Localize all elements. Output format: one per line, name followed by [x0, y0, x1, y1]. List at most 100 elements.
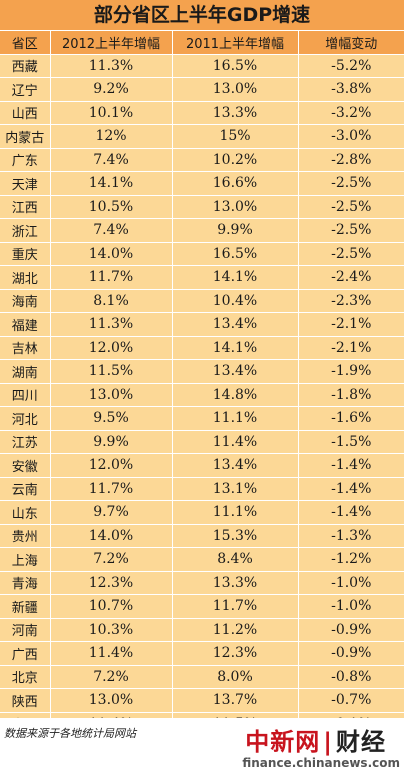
table-row: 四川 13.0% 14.8% -1.8% — [0, 383, 404, 407]
cell-region: 四川 — [0, 383, 51, 407]
cell-region: 广西 — [0, 641, 51, 666]
cell-2012-growth: 13.0% — [50, 383, 173, 407]
cell-2011-growth: 11.1% — [172, 406, 299, 431]
cell-2011-growth: 11.7% — [172, 594, 299, 619]
table-row: 天津 14.1% 16.6% -2.5% — [0, 171, 404, 196]
site-domain: finance.chinanews.com — [242, 756, 400, 770]
cell-2012-growth: 12.3% — [50, 571, 173, 595]
cell-growth-change: -0.9% — [298, 618, 404, 642]
cell-region: 云南 — [0, 477, 51, 501]
gdp-table: 省区 2012上半年增幅 2011上半年增幅 增幅变动 西藏 11.3% 16.5%… — [0, 31, 404, 736]
cell-growth-change: -2.1% — [298, 312, 404, 337]
cell-2012-growth: 7.2% — [50, 665, 173, 689]
table-row: 江苏 9.9% 11.4% -1.5% — [0, 430, 404, 454]
cell-growth-change: -1.9% — [298, 359, 404, 384]
cell-region: 湖南 — [0, 359, 51, 384]
cell-2011-growth: 16.6% — [172, 171, 299, 196]
table-body: 西藏 11.3% 16.5% -5.2% 辽宁 9.2% 13.0% -3.8% 山西 10.1%… — [0, 54, 404, 736]
cell-2012-growth: 7.4% — [50, 218, 173, 243]
cell-2011-growth: 8.0% — [172, 665, 299, 689]
table-row: 湖南 11.5% 13.4% -1.9% — [0, 359, 404, 384]
table-row: 安徽 12.0% 13.4% -1.4% — [0, 453, 404, 478]
cell-2011-growth: 14.1% — [172, 336, 299, 360]
cell-2012-growth: 11.7% — [50, 265, 173, 290]
col-header-region: 省区 — [0, 31, 51, 55]
cell-2012-growth: 11.5% — [50, 359, 173, 384]
cell-2011-growth: 12.3% — [172, 641, 299, 666]
table-row: 福建 11.3% 13.4% -2.1% — [0, 312, 404, 337]
cell-2012-growth: 14.1% — [50, 171, 173, 196]
cell-growth-change: -5.2% — [298, 54, 404, 78]
cell-region: 江苏 — [0, 430, 51, 454]
cell-region: 广东 — [0, 148, 51, 172]
cell-region: 河北 — [0, 406, 51, 431]
table-row: 山西 10.1% 13.3% -3.2% — [0, 101, 404, 125]
cell-growth-change: -3.0% — [298, 124, 404, 149]
cell-2012-growth: 11.3% — [50, 312, 173, 337]
cell-2011-growth: 13.1% — [172, 477, 299, 501]
logo-separator: | — [323, 728, 333, 756]
cell-growth-change: -0.7% — [298, 688, 404, 713]
cell-region: 陕西 — [0, 688, 51, 713]
cell-region: 内蒙古 — [0, 124, 51, 149]
cell-region: 湖北 — [0, 265, 51, 290]
data-source-note: 数据来源于各地统计局网站 — [4, 727, 136, 740]
cell-2012-growth: 10.7% — [50, 594, 173, 619]
cell-2011-growth: 13.0% — [172, 77, 299, 102]
cell-growth-change: -1.6% — [298, 406, 404, 431]
cell-region: 青海 — [0, 571, 51, 595]
cell-growth-change: -0.9% — [298, 641, 404, 666]
table-row: 山东 9.7% 11.1% -1.4% — [0, 500, 404, 525]
cell-2011-growth: 10.4% — [172, 289, 299, 313]
chinanews-logo: 中新网 | 财经 — [245, 722, 386, 757]
cell-region: 山东 — [0, 500, 51, 525]
cell-growth-change: -1.3% — [298, 524, 404, 548]
col-header-change: 增幅变动 — [298, 31, 404, 55]
cell-2012-growth: 11.4% — [50, 641, 173, 666]
table-row: 浙江 7.4% 9.9% -2.5% — [0, 218, 404, 243]
cell-2012-growth: 10.3% — [50, 618, 173, 642]
cell-2012-growth: 13.0% — [50, 688, 173, 713]
table-row: 重庆 14.0% 16.5% -2.5% — [0, 242, 404, 266]
cell-region: 贵州 — [0, 524, 51, 548]
table-row: 新疆 10.7% 11.7% -1.0% — [0, 594, 404, 619]
cell-region: 海南 — [0, 289, 51, 313]
cell-2011-growth: 15% — [172, 124, 299, 149]
table-row: 西藏 11.3% 16.5% -5.2% — [0, 54, 404, 78]
cell-2011-growth: 14.8% — [172, 383, 299, 407]
cell-2011-growth: 13.0% — [172, 195, 299, 219]
cell-growth-change: -2.5% — [298, 195, 404, 219]
table-row: 内蒙古 12% 15% -3.0% — [0, 124, 404, 149]
table-row: 广西 11.4% 12.3% -0.9% — [0, 641, 404, 666]
table-row: 河北 9.5% 11.1% -1.6% — [0, 406, 404, 431]
cell-2011-growth: 13.4% — [172, 453, 299, 478]
cell-region: 安徽 — [0, 453, 51, 478]
cell-region: 山西 — [0, 101, 51, 125]
cell-2011-growth: 8.4% — [172, 547, 299, 572]
cell-2012-growth: 10.5% — [50, 195, 173, 219]
col-header-2012: 2012上半年增幅 — [50, 31, 173, 55]
table-row: 青海 12.3% 13.3% -1.0% — [0, 571, 404, 595]
cell-growth-change: -2.4% — [298, 265, 404, 290]
cell-2011-growth: 14.1% — [172, 265, 299, 290]
col-header-2011: 2011上半年增幅 — [172, 31, 299, 55]
cell-growth-change: -1.2% — [298, 547, 404, 572]
table-title: 部分省区上半年GDP增速 — [0, 0, 404, 31]
cell-2012-growth: 7.2% — [50, 547, 173, 572]
cell-growth-change: -2.5% — [298, 171, 404, 196]
cell-2012-growth: 12% — [50, 124, 173, 149]
cell-2011-growth: 13.4% — [172, 359, 299, 384]
table-row: 海南 8.1% 10.4% -2.3% — [0, 289, 404, 313]
header-row: 省区 2012上半年增幅 2011上半年增幅 增幅变动 — [0, 31, 404, 55]
cell-growth-change: -3.2% — [298, 101, 404, 125]
cell-growth-change: -1.0% — [298, 571, 404, 595]
cell-region: 重庆 — [0, 242, 51, 266]
cell-2011-growth: 11.1% — [172, 500, 299, 525]
logo-section: 财经 — [336, 728, 386, 756]
cell-growth-change: -1.4% — [298, 500, 404, 525]
cell-2011-growth: 11.4% — [172, 430, 299, 454]
cell-growth-change: -1.4% — [298, 453, 404, 478]
table-row: 陕西 13.0% 13.7% -0.7% — [0, 688, 404, 713]
cell-growth-change: -1.4% — [298, 477, 404, 501]
